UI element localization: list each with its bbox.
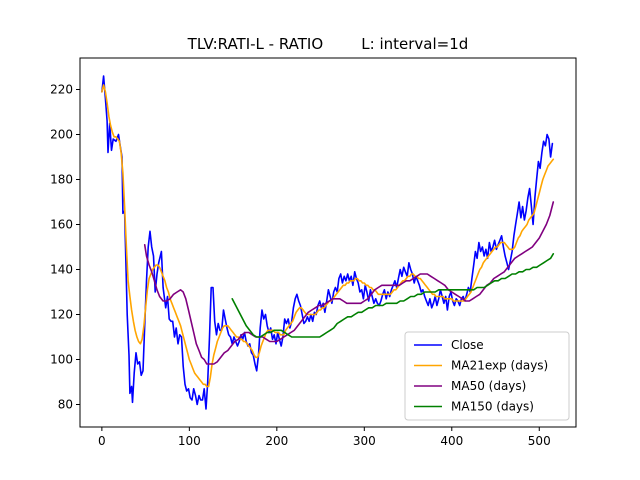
- x-tick-label: 500: [528, 434, 551, 448]
- x-tick-label: 400: [440, 434, 463, 448]
- series-layer: [101, 75, 555, 410]
- x-tick-label: 300: [353, 434, 376, 448]
- y-tick-label: 120: [50, 308, 73, 322]
- x-tick-label: 100: [178, 434, 201, 448]
- y-tick-label: 80: [58, 398, 73, 412]
- legend: Close MA21exp (days) MA50 (days) MA150 (day…: [404, 331, 570, 421]
- legend-label-ma50-days: MA50 (days): [451, 379, 526, 393]
- y-tick-label: 160: [50, 218, 73, 232]
- y-tick-label: 200: [50, 128, 73, 142]
- legend-label-ma150-days: MA150 (days): [451, 400, 534, 414]
- plot-frame: [79, 57, 577, 428]
- series-line-ma150-days: [231, 253, 555, 338]
- legend-label-ma21exp-days: MA21exp (days): [451, 359, 548, 373]
- y-tick-label: 220: [50, 83, 73, 97]
- x-tick-label: 200: [265, 434, 288, 448]
- y-axis: 80 100 120 140 160 180 200 220: [50, 83, 80, 412]
- series-line-ma50-days: [143, 201, 555, 365]
- series-line-ma21exp-days: [101, 84, 555, 388]
- x-axis: 0 100 200 300 400 500: [98, 427, 551, 448]
- legend-label-close: Close: [451, 338, 484, 352]
- chart-title: TLV:RATI-L - RATIO L: interval=1d: [187, 35, 469, 53]
- y-tick-label: 140: [50, 263, 73, 277]
- y-tick-label: 100: [50, 353, 73, 367]
- x-tick-label: 0: [98, 434, 106, 448]
- legend-box: [404, 331, 570, 421]
- y-tick-label: 180: [50, 173, 73, 187]
- series-line-close: [101, 75, 554, 410]
